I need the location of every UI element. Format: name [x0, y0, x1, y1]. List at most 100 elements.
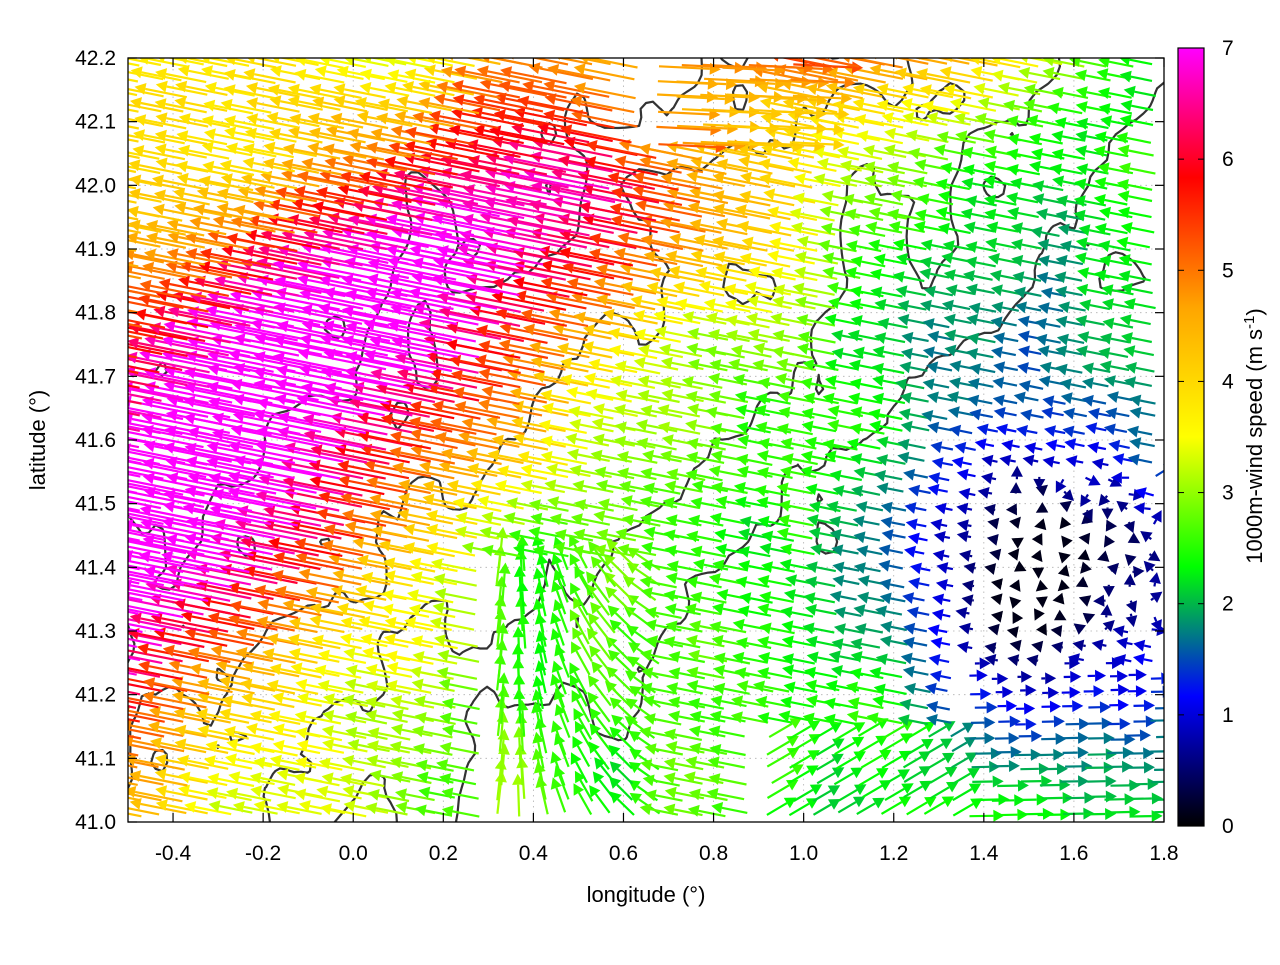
- wind-vector-head: [189, 663, 201, 675]
- wind-vector-shaft: [560, 654, 569, 677]
- wind-vector-shaft: [1066, 370, 1082, 373]
- wind-vector-shaft: [453, 731, 480, 737]
- wind-vector: [1104, 424, 1127, 436]
- wind-vector-head: [1036, 596, 1048, 608]
- wind-vector: [903, 666, 929, 678]
- wind-vector: [1148, 550, 1161, 561]
- wind-vector: [1065, 760, 1092, 772]
- wind-vector: [921, 410, 947, 422]
- wind-vector-head: [528, 527, 540, 539]
- wind-vector-shaft: [769, 383, 795, 388]
- wind-vector-head: [1108, 440, 1120, 452]
- wind-vector-head: [499, 563, 511, 574]
- wind-vector-head: [662, 434, 674, 446]
- wind-vector: [1124, 521, 1135, 533]
- wind-vector: [1088, 408, 1111, 420]
- wind-vector: [1156, 464, 1176, 476]
- wind-vector: [936, 579, 953, 591]
- wind-vector-head: [930, 670, 942, 682]
- wind-vector-head: [1037, 794, 1048, 806]
- wind-vector-head: [935, 503, 947, 515]
- wind-vector: [962, 594, 974, 606]
- wind-vector: [1042, 395, 1065, 407]
- wind-vector-shaft: [768, 785, 790, 798]
- wind-vector-head: [977, 424, 989, 436]
- wind-vector-head: [116, 486, 128, 498]
- wind-vector-head: [987, 534, 999, 546]
- wind-vector-head: [996, 424, 1008, 436]
- wind-vector-shaft: [1154, 583, 1155, 587]
- wind-vector-head: [1148, 550, 1161, 561]
- wind-vector-head: [1088, 408, 1100, 420]
- wind-vector-shaft: [986, 444, 994, 446]
- wind-vector-shaft: [655, 749, 682, 754]
- wind-vector: [977, 424, 998, 436]
- wind-vector: [1106, 520, 1117, 532]
- wind-vector-shaft: [1102, 645, 1106, 646]
- wind-vector-head: [1061, 536, 1073, 548]
- wind-vector-head: [958, 488, 970, 500]
- wind-vector: [874, 684, 907, 696]
- wind-vector: [1018, 331, 1042, 343]
- wind-vector: [870, 287, 902, 299]
- wind-vector-head: [932, 609, 944, 621]
- wind-vector-head: [1129, 779, 1140, 791]
- wind-vector: [710, 513, 745, 525]
- wind-vector-shaft: [1027, 431, 1038, 433]
- wind-vector-shaft: [933, 324, 949, 327]
- wind-vector-head: [1038, 345, 1050, 357]
- wind-vector: [1062, 687, 1081, 699]
- wind-vector: [1088, 670, 1107, 682]
- wind-vector-head: [872, 375, 884, 387]
- wind-vector-shaft: [1145, 493, 1153, 495]
- wind-vector-head: [1133, 653, 1145, 665]
- wind-vector: [761, 531, 794, 543]
- wind-vector-shaft: [330, 764, 365, 771]
- wind-vector-head: [876, 483, 888, 495]
- wind-vector-head: [1051, 642, 1063, 654]
- wind-vector: [551, 628, 565, 661]
- wind-vector: [952, 752, 978, 767]
- wind-vector: [959, 550, 972, 562]
- wind-vector: [962, 580, 974, 592]
- wind-vector-head: [713, 665, 725, 677]
- wind-vector: [895, 379, 924, 391]
- wind-vector-shaft: [1064, 492, 1066, 494]
- wind-vector: [289, 648, 340, 662]
- wind-vector-head: [361, 572, 373, 584]
- wind-vector-head: [1039, 376, 1051, 388]
- wind-vector: [1064, 671, 1082, 683]
- wind-vector-shaft: [861, 755, 882, 767]
- wind-vector: [1014, 392, 1039, 404]
- wind-vector-head: [1144, 762, 1155, 774]
- wind-vector: [803, 592, 834, 604]
- wind-vector-head: [114, 290, 126, 302]
- wind-vector-shaft: [859, 774, 879, 786]
- wind-vector: [876, 654, 906, 666]
- wind-vector: [1034, 608, 1045, 621]
- wind-vector: [1032, 568, 1044, 579]
- wind-vector-head: [99, 458, 111, 470]
- wind-vector-shaft: [1028, 368, 1041, 371]
- wind-vector: [930, 519, 947, 531]
- wind-vector: [1043, 456, 1060, 468]
- wind-vector-head: [1166, 714, 1177, 726]
- wind-vector-shaft: [891, 522, 905, 525]
- wind-vector-shaft: [559, 609, 568, 632]
- wind-vector-shaft: [1023, 277, 1041, 281]
- wind-vector-head: [340, 633, 352, 645]
- wind-vector: [903, 623, 927, 635]
- wind-vector-shaft: [969, 494, 975, 495]
- wind-vector-shaft: [1086, 478, 1091, 481]
- wind-vector-shaft: [932, 416, 947, 419]
- wind-vector-head: [1006, 503, 1017, 515]
- wind-vector: [1104, 535, 1115, 548]
- wind-vector-head: [831, 665, 843, 677]
- wind-vector-head: [927, 392, 939, 404]
- wind-vector: [901, 332, 928, 344]
- wind-vector: [67, 340, 137, 358]
- wind-vector-shaft: [1152, 629, 1157, 630]
- wind-vector: [907, 797, 937, 815]
- wind-vector: [957, 469, 976, 481]
- wind-vector-head: [1007, 654, 1019, 666]
